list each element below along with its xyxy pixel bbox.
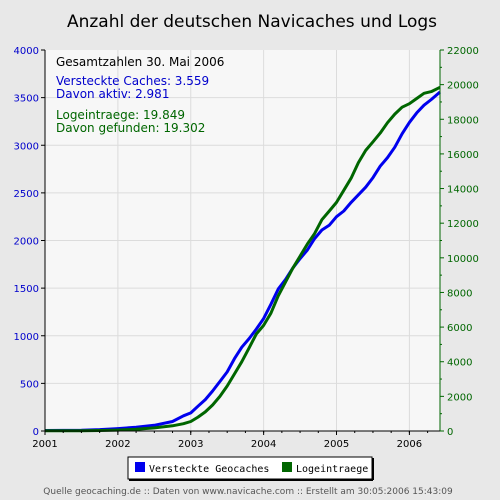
- y-left-tick-label: 0: [33, 427, 39, 438]
- y-right-tick-label: 4000: [447, 358, 472, 369]
- legend: Versteckte Geocaches Logeintraege: [127, 456, 374, 481]
- x-tick-label: 2004: [251, 439, 276, 450]
- series-line-logs: [44, 85, 441, 433]
- annotation-logs-total: Logeintraege: 19.849: [56, 108, 185, 122]
- legend-label-caches: Versteckte Geocaches: [149, 464, 269, 475]
- legend-label-logs: Logeintraege: [296, 464, 368, 475]
- y-right-tick-label: 22000: [447, 46, 479, 57]
- y-left-tick-label: 2500: [14, 189, 39, 200]
- y-right-tick-label: 10000: [447, 254, 479, 265]
- y-right-tick-label: 6000: [447, 323, 472, 334]
- y-left-tick-label: 500: [20, 379, 39, 390]
- y-right-tick-label: 8000: [447, 288, 472, 299]
- legend-swatch-caches: [135, 462, 145, 472]
- chart-title: Anzahl der deutschen Navicaches und Logs: [67, 12, 437, 32]
- x-tick-label: 2003: [178, 439, 203, 450]
- y-right-tick-label: 2000: [447, 392, 472, 403]
- annotation-caches-active: Davon aktiv: 2.981: [56, 87, 169, 101]
- y-left-tick-label: 1500: [14, 284, 39, 295]
- x-tick-label: 2001: [32, 439, 57, 450]
- y-right-tick-label: 14000: [447, 185, 479, 196]
- y-left-tick-label: 3500: [14, 94, 39, 105]
- y-left-tick-label: 3000: [14, 141, 39, 152]
- grid: [45, 50, 440, 431]
- y-right-tick-label: 12000: [447, 219, 479, 230]
- y-right-tick-label: 20000: [447, 81, 479, 92]
- annotation-heading: Gesamtzahlen 30. Mai 2006: [56, 55, 224, 69]
- y-left-tick-label: 2000: [14, 237, 39, 248]
- legend-swatch-logs: [282, 462, 292, 472]
- footer-source: Quelle geocaching.de :: Daten von www.na…: [43, 487, 453, 497]
- y-left-tick-label: 4000: [14, 46, 39, 57]
- annotation-box: Gesamtzahlen 30. Mai 2006 Versteckte Cac…: [56, 55, 224, 135]
- y-right-tick-label: 18000: [447, 115, 479, 126]
- annotation-logs-found: Davon gefunden: 19.302: [56, 121, 205, 135]
- annotation-caches-total: Versteckte Caches: 3.559: [56, 74, 209, 88]
- y-left-tick-label: 1000: [14, 332, 39, 343]
- y-right-tick-label: 0: [447, 427, 453, 438]
- series-lines: [44, 85, 441, 433]
- axes: 0 500 1000 1500 2000 2500 3000 3500 4000 0 2000 400…: [14, 46, 479, 450]
- y-right-tick-label: 16000: [447, 150, 479, 161]
- x-tick-label: 2006: [397, 439, 422, 450]
- x-tick-label: 2005: [324, 439, 349, 450]
- x-tick-label: 2002: [105, 439, 130, 450]
